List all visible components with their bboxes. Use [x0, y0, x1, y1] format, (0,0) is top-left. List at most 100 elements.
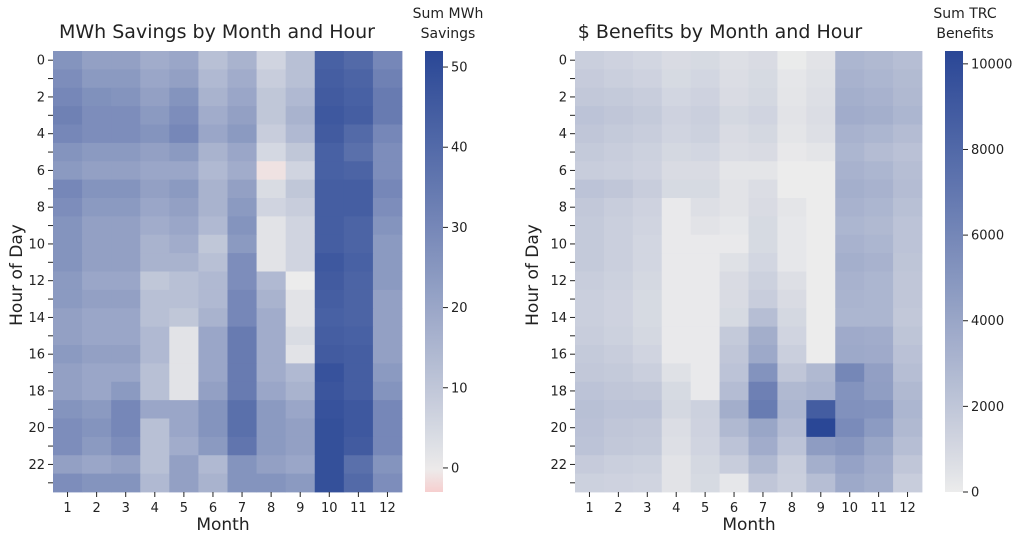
heatmap-cell	[748, 216, 778, 236]
heatmap-cell	[169, 142, 199, 162]
heatmap-cell	[632, 106, 663, 125]
heatmap-cell	[893, 161, 923, 181]
heatmap-cell	[314, 253, 345, 272]
heatmap-cell	[140, 308, 170, 328]
heatmap-cell	[690, 381, 720, 401]
heatmap-cell	[256, 400, 287, 419]
heatmap-cell	[603, 400, 634, 419]
heatmap-cell	[227, 142, 257, 162]
heatmap-cell	[285, 271, 316, 291]
heatmap-cell	[314, 179, 345, 199]
heatmap-cell	[82, 326, 112, 346]
heatmap-cell	[632, 400, 663, 419]
heatmap-cell	[314, 436, 345, 456]
heatmap-cell	[285, 473, 316, 493]
heatmap-cell	[82, 418, 112, 438]
heatmap-cell	[835, 326, 865, 346]
heatmap-cell	[343, 326, 374, 346]
heatmap-cell	[690, 418, 720, 438]
heatmap-cell	[285, 418, 316, 438]
heatmap-cell	[806, 455, 836, 475]
heatmap-cell	[372, 326, 403, 346]
heatmap-cell	[198, 418, 228, 438]
heatmap-cell	[864, 271, 894, 291]
heatmap-cell	[169, 381, 199, 401]
heatmap-cell	[169, 51, 199, 70]
heatmap-cell	[198, 87, 228, 107]
y-tick-label: 0	[559, 54, 567, 69]
left-y-axis-label: Hour of Day	[7, 224, 27, 326]
heatmap-cell	[603, 106, 634, 125]
heatmap-cell	[372, 473, 403, 493]
heatmap-cell	[893, 198, 923, 217]
heatmap-cell	[835, 124, 865, 144]
heatmap-cell	[806, 142, 836, 162]
right-heatmap-cells	[575, 51, 923, 493]
heatmap-cell	[632, 216, 663, 236]
heatmap-cell	[806, 363, 836, 383]
heatmap-cell	[140, 363, 170, 383]
heatmap-cell	[893, 51, 923, 70]
heatmap-cell	[719, 271, 749, 291]
heatmap-cell	[632, 418, 663, 438]
x-tick-label: 9	[296, 501, 304, 516]
heatmap-cell	[806, 51, 836, 70]
heatmap-cell	[198, 473, 228, 493]
heatmap-cell	[661, 418, 692, 438]
heatmap-cell	[198, 161, 228, 181]
heatmap-cell	[893, 400, 923, 419]
heatmap-cell	[372, 418, 403, 438]
colorbar-tick-label: 10	[451, 381, 468, 396]
y-tick-label: 12	[550, 274, 567, 289]
heatmap-cell	[777, 198, 807, 217]
heatmap-cell	[835, 161, 865, 181]
heatmap-cell	[575, 473, 605, 493]
heatmap-cell	[690, 124, 720, 144]
heatmap-cell	[169, 363, 199, 383]
x-tick-label: 11	[350, 501, 367, 516]
heatmap-cell	[864, 87, 894, 107]
heatmap-cell	[227, 455, 257, 475]
heatmap-cell	[285, 436, 316, 456]
heatmap-cell	[314, 69, 345, 89]
heatmap-cell	[256, 216, 287, 236]
heatmap-cell	[864, 253, 894, 272]
heatmap-cell	[256, 69, 287, 89]
heatmap-cell	[343, 216, 374, 236]
heatmap-cell	[806, 418, 836, 438]
heatmap-cell	[661, 308, 692, 328]
y-tick-label: 0	[37, 54, 45, 69]
heatmap-cell	[690, 161, 720, 181]
heatmap-cell	[893, 381, 923, 401]
heatmap-cell	[632, 345, 663, 364]
heatmap-cell	[372, 179, 403, 199]
x-tick-label: 10	[841, 501, 858, 516]
heatmap-cell	[285, 363, 316, 383]
x-tick-label: 11	[870, 501, 887, 516]
heatmap-cell	[575, 216, 605, 236]
heatmap-cell	[603, 418, 634, 438]
heatmap-cell	[690, 69, 720, 89]
heatmap-cell	[314, 271, 345, 291]
heatmap-cell	[661, 198, 692, 217]
heatmap-cell	[343, 234, 374, 254]
y-tick-label: 4	[559, 127, 567, 142]
heatmap-cell	[169, 308, 199, 328]
heatmap-cell	[285, 106, 316, 125]
heatmap-cell	[864, 106, 894, 125]
y-tick-label: 14	[28, 311, 45, 326]
heatmap-cell	[82, 106, 112, 125]
heatmap-cell	[140, 271, 170, 291]
heatmap-cell	[719, 326, 749, 346]
heatmap-cell	[285, 253, 316, 272]
heatmap-cell	[198, 326, 228, 346]
heatmap-cell	[690, 289, 720, 309]
heatmap-cell	[661, 271, 692, 291]
heatmap-cell	[198, 124, 228, 144]
heatmap-cell	[777, 142, 807, 162]
heatmap-cell	[314, 216, 345, 236]
heatmap-right: $ Benefits by Month and Hour 1 2 3 4 5 6 7 8 9 10…	[523, 6, 1012, 535]
heatmap-cell	[285, 69, 316, 89]
heatmap-cell	[690, 234, 720, 254]
